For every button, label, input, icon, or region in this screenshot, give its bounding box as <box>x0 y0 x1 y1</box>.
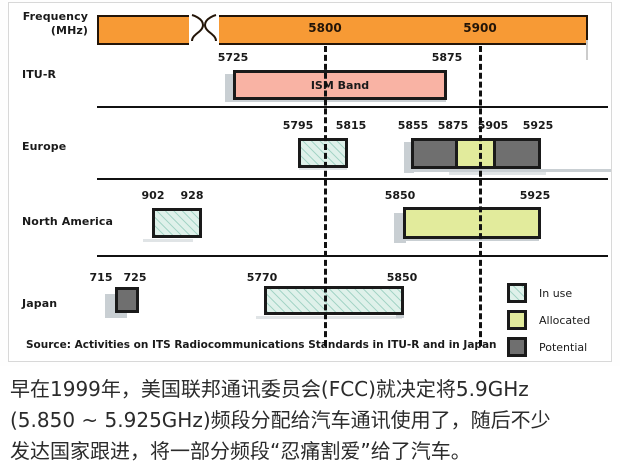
band-ism: ISM Band <box>233 70 447 100</box>
band-japan-5770-5850 <box>264 286 404 315</box>
tick-europe-5815: 5815 <box>335 119 367 132</box>
tick-europe-5855: 5855 <box>397 119 429 132</box>
tick-japan-715: 715 <box>89 271 113 284</box>
band-underbar <box>143 239 193 242</box>
legend-item-potential: Potential <box>507 335 590 359</box>
legend-label-potential: Potential <box>539 340 588 354</box>
tick-itur-5875: 5875 <box>431 51 463 64</box>
band-europe-5855-5875 <box>411 138 458 169</box>
caption-line-3: 发达国家跟进，将一部分频段“忍痛割爱”给了汽车。 <box>10 439 471 463</box>
band-underbar <box>228 99 446 102</box>
tick-europe-5875: 5875 <box>437 119 469 132</box>
guide-line-5900 <box>479 46 482 346</box>
row-label-itur: ITU-R <box>22 68 57 81</box>
legend-swatch-allocated <box>507 310 527 330</box>
band-ism-label: ISM Band <box>310 78 370 92</box>
row-separator-europe <box>97 178 608 180</box>
legend-swatch-potential <box>507 337 527 357</box>
axis-tail-mark <box>586 40 588 60</box>
caption-line-1: 早在1999年，美国联邦通讯委员会(FCC)就决定将5.9GHz <box>10 377 529 401</box>
legend-swatch-in-use <box>507 283 527 303</box>
guide-line-5800 <box>324 46 327 346</box>
band-underbar <box>397 238 539 241</box>
caption-text: 早在1999年，美国联邦通讯委员会(FCC)就决定将5.9GHz (5.850 … <box>0 368 620 476</box>
tick-na-5925: 5925 <box>519 189 551 202</box>
band-underbar <box>407 169 611 172</box>
band-underbar <box>449 172 546 175</box>
frequency-tick-5900: 5900 <box>463 21 497 35</box>
band-europe-5905-5925 <box>493 138 541 169</box>
band-underbar <box>256 316 402 319</box>
axis-label-frequency: Frequency <box>22 10 88 23</box>
tick-na-5850: 5850 <box>384 189 416 202</box>
tick-japan-5850: 5850 <box>386 271 418 284</box>
tick-itur-5725: 5725 <box>217 51 249 64</box>
band-europe-5875-5905 <box>455 138 496 169</box>
row-separator-itur <box>97 106 608 108</box>
band-na-902-928 <box>152 208 202 238</box>
tick-japan-725: 725 <box>123 271 147 284</box>
tick-na-902: 902 <box>141 189 165 202</box>
caption-line-2: (5.850 ~ 5.925GHz)频段分配给汽车通讯使用了，随后不少 <box>10 408 551 432</box>
row-separator-north-america <box>97 255 608 257</box>
legend: In use Allocated Potential <box>507 281 590 362</box>
tick-europe-5905: 5905 <box>477 119 509 132</box>
source-note: Source: Activities on ITS Radiocommunica… <box>26 339 497 351</box>
row-label-north-america: North America <box>22 215 113 228</box>
axis-break-icon <box>189 13 219 47</box>
tick-europe-5925: 5925 <box>522 119 554 132</box>
legend-item-allocated: Allocated <box>507 308 590 332</box>
legend-label-in-use: In use <box>539 286 573 300</box>
tick-japan-5770: 5770 <box>246 271 278 284</box>
tick-europe-5795: 5795 <box>282 119 314 132</box>
band-europe-5795-5815 <box>298 138 348 168</box>
axis-label-frequency-unit: (MHz) <box>50 24 88 37</box>
frequency-allocation-chart: Frequency (MHz) 5800 5900 ITU-R 5725 587… <box>8 2 612 362</box>
band-shadow <box>404 142 414 173</box>
row-label-europe: Europe <box>22 140 67 153</box>
frequency-tick-5800: 5800 <box>308 21 342 35</box>
band-japan-715-725 <box>115 287 139 313</box>
band-na-5850-5925 <box>403 207 541 239</box>
legend-label-allocated: Allocated <box>539 313 591 327</box>
band-underbar <box>299 167 347 170</box>
frequency-bar <box>97 15 588 45</box>
row-label-japan: Japan <box>22 297 58 310</box>
legend-item-in-use: In use <box>507 281 590 305</box>
tick-na-928: 928 <box>180 189 204 202</box>
